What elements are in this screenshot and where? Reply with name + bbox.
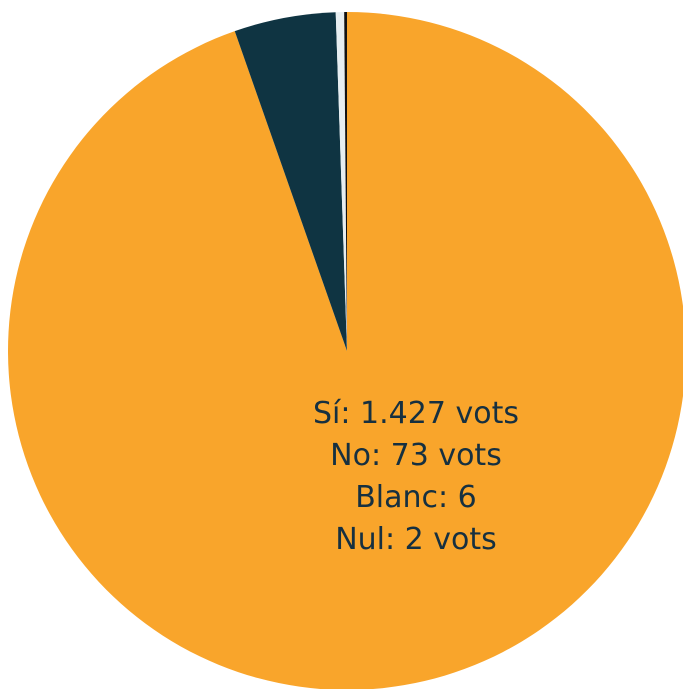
label-no: No: 73 vots xyxy=(330,438,502,473)
pie-slice-no xyxy=(234,12,347,352)
label-blanc: Blanc: 6 xyxy=(355,480,477,515)
pie-slice-nul xyxy=(344,12,347,351)
pie-slice-blanc xyxy=(335,12,347,352)
label-nul: Nul: 2 vots xyxy=(335,522,497,557)
label-si: Sí: 1.427 vots xyxy=(313,396,519,431)
pie-slice-si xyxy=(8,12,683,689)
vote-results-labels: Sí: 1.427 vots No: 73 vots Blanc: 6 Nul:… xyxy=(280,393,552,561)
pie-slices xyxy=(8,12,683,689)
